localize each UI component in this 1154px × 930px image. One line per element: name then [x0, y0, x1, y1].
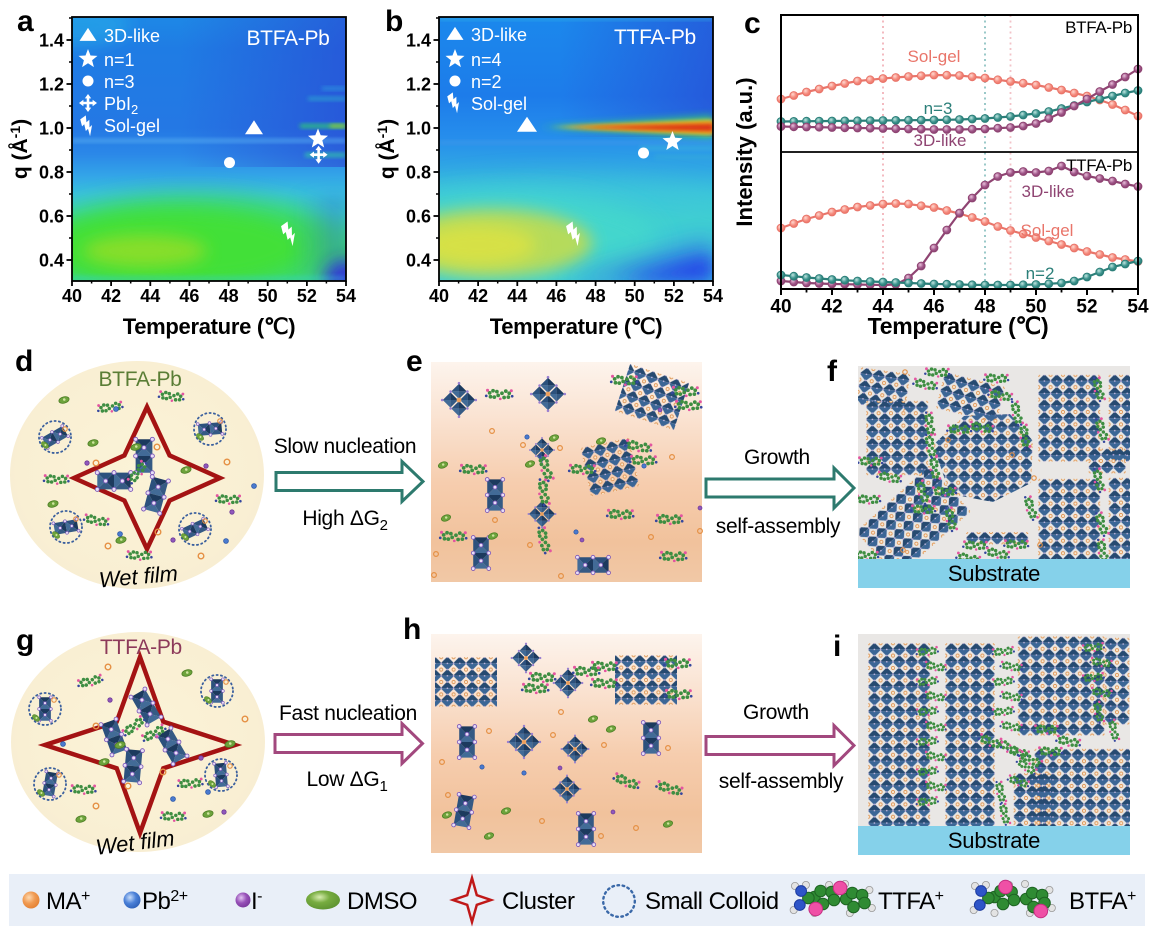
svg-text:n=2: n=2: [1026, 264, 1055, 283]
svg-text:0.4: 0.4: [39, 251, 64, 271]
svg-text:40: 40: [429, 286, 449, 306]
svg-text:Cluster: Cluster: [502, 888, 575, 915]
svg-text:42: 42: [821, 297, 842, 318]
svg-text:BTFA-Pb: BTFA-Pb: [1065, 18, 1132, 37]
svg-text:40: 40: [62, 286, 82, 306]
svg-text:Sol-gel: Sol-gel: [1021, 221, 1074, 240]
svg-text:Temperature (℃): Temperature (℃): [490, 314, 663, 339]
svg-text:48: 48: [219, 286, 239, 306]
svg-text:TTFA-Pb: TTFA-Pb: [1066, 156, 1132, 175]
svg-text:Temperature (℃): Temperature (℃): [123, 314, 296, 339]
svg-text:BTFA-Pb: BTFA-Pb: [246, 27, 329, 50]
svg-text:self-assembly: self-assembly: [716, 515, 841, 538]
svg-text:0.4: 0.4: [406, 251, 431, 271]
svg-text:DMSO: DMSO: [347, 888, 417, 915]
svg-text:54: 54: [703, 286, 723, 306]
svg-text:44: 44: [140, 286, 160, 306]
svg-text:Small Colloid: Small Colloid: [645, 888, 779, 915]
svg-text:46: 46: [923, 297, 944, 318]
svg-text:e: e: [406, 345, 423, 378]
svg-text:TTFA-Pb: TTFA-Pb: [100, 636, 182, 659]
svg-text:g: g: [16, 624, 34, 657]
svg-text:42: 42: [468, 286, 488, 306]
svg-text:f: f: [827, 355, 838, 388]
svg-text:50: 50: [1025, 297, 1046, 318]
svg-text:0.8: 0.8: [406, 163, 431, 183]
svg-text:40: 40: [770, 297, 791, 318]
svg-text:Intensity (a.u.): Intensity (a.u.): [732, 77, 757, 226]
svg-text:BTFA+: BTFA+: [1069, 888, 1136, 915]
svg-text:48: 48: [974, 297, 995, 318]
svg-text:Temperature (℃): Temperature (℃): [868, 313, 1049, 339]
svg-text:Slow nucleation: Slow nucleation: [274, 435, 417, 458]
svg-text:3D-like: 3D-like: [471, 25, 527, 45]
svg-text:Growth: Growth: [744, 446, 810, 469]
svg-text:c: c: [744, 7, 761, 40]
svg-text:50: 50: [625, 286, 645, 306]
svg-text:b: b: [385, 5, 403, 38]
svg-text:I-: I-: [251, 888, 262, 915]
svg-text:Sol-gel: Sol-gel: [908, 47, 961, 66]
svg-text:TTFA+: TTFA+: [878, 888, 944, 915]
svg-text:self-assembly: self-assembly: [719, 770, 844, 793]
svg-text:n=1: n=1: [104, 50, 135, 70]
svg-text:q (Å-1): q (Å-1): [7, 119, 32, 179]
svg-text:54: 54: [336, 286, 356, 306]
svg-text:1.2: 1.2: [406, 75, 431, 95]
svg-text:0.6: 0.6: [406, 207, 431, 227]
svg-text:i: i: [833, 630, 841, 663]
svg-text:Substrate: Substrate: [948, 828, 1040, 853]
svg-text:42: 42: [101, 286, 121, 306]
svg-text:1.2: 1.2: [39, 75, 64, 95]
svg-text:Fast nucleation: Fast nucleation: [279, 702, 417, 725]
svg-text:44: 44: [872, 297, 894, 318]
svg-text:BTFA-Pb: BTFA-Pb: [98, 368, 181, 391]
svg-text:44: 44: [507, 286, 527, 306]
svg-text:h: h: [403, 613, 421, 646]
svg-text:1.4: 1.4: [39, 31, 64, 51]
svg-text:Sol-gel: Sol-gel: [104, 116, 160, 136]
svg-text:n=4: n=4: [471, 50, 502, 70]
svg-text:1.0: 1.0: [39, 119, 64, 139]
svg-text:1.0: 1.0: [406, 119, 431, 139]
svg-text:n=3: n=3: [104, 72, 135, 92]
svg-text:Sol-gel: Sol-gel: [471, 94, 527, 114]
svg-text:3D-like: 3D-like: [104, 26, 160, 46]
svg-text:50: 50: [258, 286, 278, 306]
svg-text:0.8: 0.8: [39, 163, 64, 183]
svg-text:46: 46: [179, 286, 199, 306]
svg-text:High ΔG2: High ΔG2: [302, 507, 387, 534]
svg-text:a: a: [17, 5, 34, 38]
svg-text:0.6: 0.6: [39, 207, 64, 227]
svg-text:TTFA-Pb: TTFA-Pb: [614, 26, 696, 49]
svg-text:Growth: Growth: [743, 701, 809, 724]
svg-text:46: 46: [546, 286, 566, 306]
svg-text:d: d: [15, 345, 33, 378]
svg-text:52: 52: [1076, 297, 1097, 318]
svg-text:3D-like: 3D-like: [914, 131, 967, 150]
svg-text:1.4: 1.4: [406, 31, 431, 51]
svg-text:3D-like: 3D-like: [1022, 182, 1075, 201]
svg-text:Substrate: Substrate: [948, 561, 1040, 586]
svg-text:q (Å-1): q (Å-1): [374, 119, 399, 179]
svg-text:PbI2: PbI2: [104, 94, 138, 117]
svg-text:54: 54: [1127, 297, 1149, 318]
svg-text:48: 48: [586, 286, 606, 306]
svg-text:Low ΔG1: Low ΔG1: [307, 768, 388, 795]
svg-text:52: 52: [664, 286, 684, 306]
svg-text:n=2: n=2: [471, 72, 502, 92]
svg-text:52: 52: [297, 286, 317, 306]
svg-text:n=3: n=3: [924, 99, 953, 118]
